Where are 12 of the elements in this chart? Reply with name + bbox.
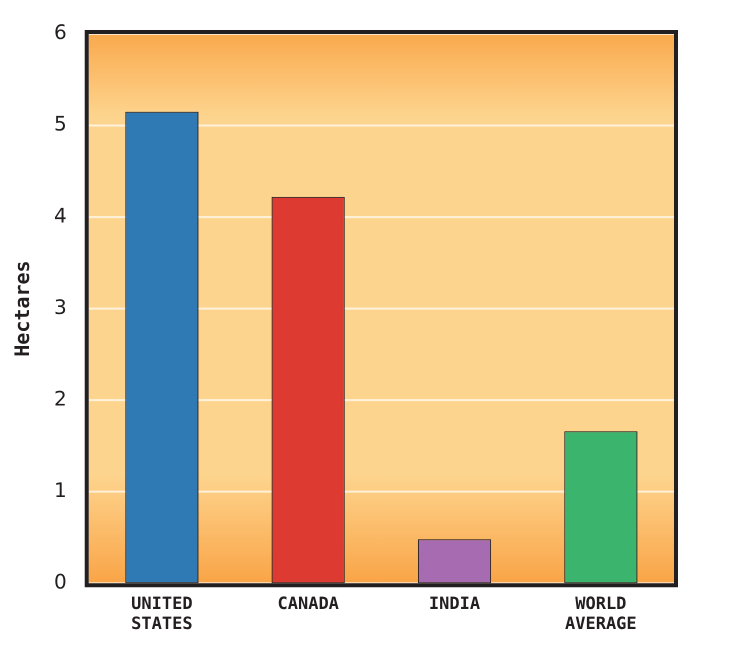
y-tick-label: 1 — [54, 478, 67, 502]
y-tick-label: 3 — [54, 294, 67, 319]
x-tick-label: CANADA — [277, 594, 339, 614]
y-tick-label: 2 — [54, 386, 67, 410]
y-tick-label: 5 — [54, 112, 67, 136]
y-tick-label: 0 — [54, 569, 67, 594]
x-tick-label: INDIA — [428, 594, 480, 614]
x-tick-label: WORLD AVERAGE — [565, 594, 637, 634]
y-tick-label: 4 — [54, 203, 67, 228]
x-tick-label: UNITED STATES — [131, 594, 193, 634]
y-axis-title: Hectares — [10, 260, 34, 357]
y-tick-label: 6 — [54, 20, 67, 44]
